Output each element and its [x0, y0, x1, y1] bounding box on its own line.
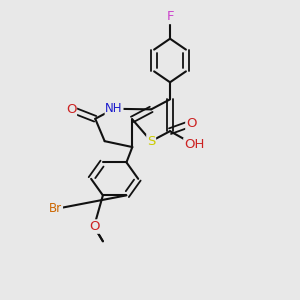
- Text: F: F: [166, 11, 174, 23]
- Text: O: O: [186, 117, 196, 130]
- Text: OH: OH: [184, 138, 204, 151]
- Text: O: O: [66, 103, 76, 116]
- Text: O: O: [89, 220, 99, 233]
- Text: NH: NH: [105, 102, 123, 115]
- Text: Br: Br: [49, 202, 62, 215]
- Text: S: S: [147, 135, 155, 148]
